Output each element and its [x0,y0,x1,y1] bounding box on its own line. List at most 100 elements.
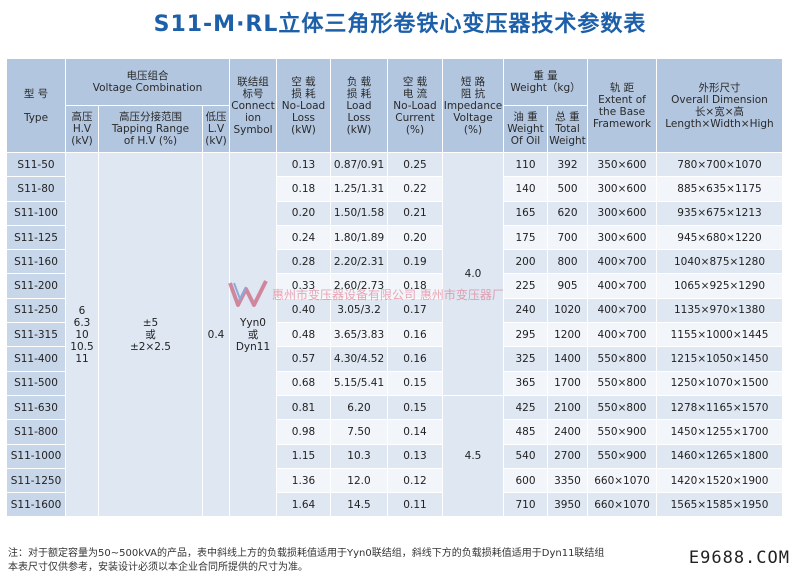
no-load-current-cell: 0.16 [387,322,443,348]
load-loss-cell: 1.25/1.31 [330,176,388,202]
load-loss-cell: 4.30/4.52 [330,346,388,372]
no-load-current-cell: 0.13 [387,443,443,469]
oil-weight-cell: 365 [503,370,548,396]
table-row: S11-315 0.48 3.65/3.83 0.16 295 1200 400×700 11… [6,322,783,348]
type-cell: S11-500 [6,370,66,396]
overall-dimension-cell: 1215×1050×1450 [656,346,783,372]
load-loss-cell: 10.3 [330,443,388,469]
no-load-current-cell: 0.25 [387,151,443,178]
total-weight-cell: 620 [547,200,588,226]
base-gauge-cell: 300×600 [587,224,657,251]
no-load-current-cell: 0.14 [387,419,443,445]
oil-weight-cell: 540 [503,443,548,469]
oil-weight-cell: 200 [503,249,548,275]
header-overall-dimension: 外形尺寸 Overall Dimension 长×宽×高 Length×Width×… [656,58,783,153]
no-load-current-cell: 0.20 [387,224,443,251]
oil-weight-cell: 140 [503,176,548,202]
base-gauge-cell: 550×900 [587,443,657,469]
total-weight-cell: 3350 [547,467,588,494]
load-loss-cell: 2.20/2.31 [330,249,388,275]
load-loss-cell: 6.20 [330,394,388,421]
table-row: S11-500 0.68 5.15/5.41 0.15 365 1700 550×800 12… [6,370,783,396]
load-loss-cell: 1.50/1.58 [330,200,388,226]
impedance-cell-low: 4.0 [442,152,504,396]
base-gauge-cell: 660×1070 [587,467,657,494]
overall-dimension-cell: 1278×1165×1570 [656,394,783,421]
overall-dimension-cell: 945×680×1220 [656,224,783,251]
table-row: S11-200 0.33 2.60/2.73 0.18 225 905 400×700 106… [6,273,783,299]
oil-weight-cell: 110 [503,151,548,178]
oil-weight-cell: 325 [503,346,548,372]
oil-weight-cell: 240 [503,297,548,324]
no-load-loss-cell: 0.28 [276,249,331,275]
base-gauge-cell: 550×900 [587,419,657,445]
base-gauge-cell: 550×800 [587,394,657,421]
no-load-loss-cell: 0.81 [276,394,331,421]
table-row: S11-1000 1.15 10.3 0.13 540 2700 550×900 1460×1… [6,443,783,469]
tapping-range-cell: ±5 或 ±2×2.5 [98,151,203,518]
lv-value-cell: 0.4 [202,151,230,518]
no-load-loss-cell: 0.68 [276,370,331,396]
footnote: 注：对于额定容量为50~500kVA的产品，表中斜线上方的负载损耗值适用于Yyn… [8,547,698,575]
overall-dimension-cell: 935×675×1213 [656,200,783,226]
overall-dimension-cell: 1155×1000×1445 [656,322,783,348]
load-loss-cell: 5.15/5.41 [330,370,388,396]
total-weight-cell: 800 [547,249,588,275]
base-gauge-cell: 400×700 [587,249,657,275]
no-load-loss-cell: 1.36 [276,467,331,494]
no-load-loss-cell: 0.18 [276,176,331,202]
table-row: S11-160 0.28 2.20/2.31 0.19 200 800 400×700 104… [6,249,783,275]
base-gauge-cell: 350×600 [587,151,657,178]
overall-dimension-cell: 1065×925×1290 [656,273,783,299]
oil-weight-cell: 485 [503,419,548,445]
no-load-current-cell: 0.17 [387,297,443,324]
header-weight: 重 量 Weight（kg） [503,58,588,106]
spec-table: 型 号 Type 电压组合 Voltage Combination 联结组 标号 C… [6,58,783,518]
type-cell: S11-1600 [6,492,66,518]
base-gauge-cell: 400×700 [587,273,657,299]
load-loss-cell: 2.60/2.73 [330,273,388,299]
no-load-current-cell: 0.22 [387,176,443,202]
type-cell: S11-1250 [6,467,66,494]
total-weight-cell: 3950 [547,492,588,518]
oil-weight-cell: 225 [503,273,548,299]
oil-weight-cell: 425 [503,394,548,421]
header-no-load-loss: 空 载损 耗 No-Load Loss (kW) [276,58,331,153]
no-load-current-cell: 0.21 [387,200,443,226]
type-cell: S11-100 [6,200,66,226]
header-total-weight: 总 重 Total Weight [547,105,588,153]
no-load-loss-cell: 1.64 [276,492,331,518]
total-weight-cell: 905 [547,273,588,299]
oil-weight-cell: 710 [503,492,548,518]
page-title: S11-M·RL立体三角形卷铁心变压器技术参数表 [153,12,647,37]
no-load-current-cell: 0.18 [387,273,443,299]
oil-weight-cell: 165 [503,200,548,226]
type-cell: S11-630 [6,394,66,421]
no-load-current-cell: 0.15 [387,370,443,396]
no-load-loss-cell: 0.13 [276,151,331,178]
load-loss-cell: 14.5 [330,492,388,518]
no-load-current-cell: 0.11 [387,492,443,518]
no-load-loss-cell: 0.33 [276,273,331,299]
type-cell: S11-1000 [6,443,66,469]
load-loss-cell: 1.80/1.89 [330,224,388,251]
table-row: S11-630 0.81 6.20 0.15 4.5 425 2100 550×800 1278… [6,394,783,518]
header-type: 型 号 Type [6,58,66,153]
total-weight-cell: 1400 [547,346,588,372]
base-gauge-cell: 660×1070 [587,492,657,518]
load-loss-cell: 12.0 [330,467,388,494]
header-oil-weight: 油 重 Weight Of Oil [503,105,548,153]
oil-weight-cell: 175 [503,224,548,251]
load-loss-cell: 7.50 [330,419,388,445]
no-load-current-cell: 0.16 [387,346,443,372]
load-loss-cell: 3.05/3.2 [330,297,388,324]
footnote-line-2: 本表尺寸仅供参考，安装设计必须以本企业合同所提供的尺寸为准。 [8,562,308,573]
total-weight-cell: 392 [547,151,588,178]
no-load-loss-cell: 0.24 [276,224,331,251]
total-weight-cell: 500 [547,176,588,202]
overall-dimension-cell: 885×635×1175 [656,176,783,202]
type-cell: S11-50 [6,151,66,178]
total-weight-cell: 2400 [547,419,588,445]
overall-dimension-cell: 1460×1265×1800 [656,443,783,469]
total-weight-cell: 1020 [547,297,588,324]
